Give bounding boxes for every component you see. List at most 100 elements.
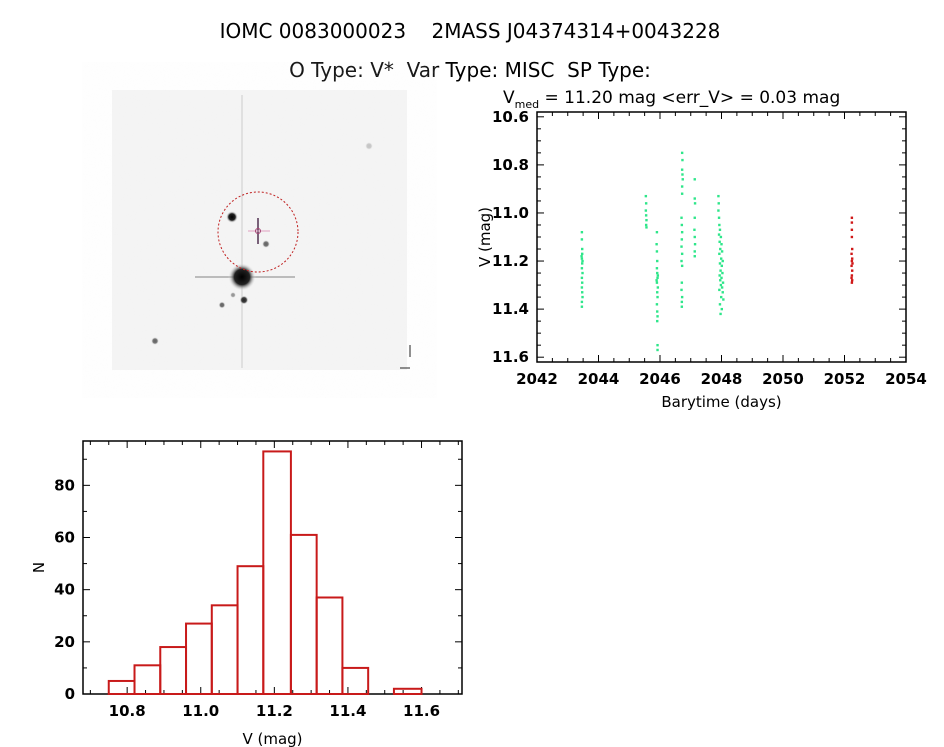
x-tick-label: 2046 [639, 370, 681, 388]
data-point [580, 255, 583, 258]
data-point [680, 238, 684, 241]
data-point [580, 238, 584, 241]
data-point [680, 216, 683, 219]
data-point [693, 255, 696, 258]
data-point [681, 173, 684, 176]
data-point [720, 250, 724, 253]
data-point [655, 303, 659, 306]
data-point [720, 264, 724, 268]
data-point [680, 264, 684, 268]
data-point [850, 235, 854, 239]
data-point [719, 235, 723, 239]
x-tick-label: 2042 [516, 370, 558, 388]
data-point [581, 281, 584, 284]
data-point [718, 223, 721, 227]
data-point [656, 291, 659, 294]
data-point [644, 214, 648, 217]
data-point [656, 315, 659, 318]
y-axis-label: N [30, 562, 48, 573]
data-point [721, 281, 725, 284]
histogram-bar [341, 666, 370, 696]
data-point [580, 305, 584, 308]
data-point [680, 281, 684, 284]
data-point [720, 286, 724, 289]
y-tick-label: 11.0 [492, 204, 529, 222]
data-point [655, 281, 659, 284]
search-circle [217, 191, 299, 273]
histogram-bar [133, 664, 162, 695]
data-point [580, 300, 584, 304]
data-point [644, 194, 648, 198]
x-tick-label: 2054 [885, 370, 927, 388]
data-point [850, 281, 854, 284]
data-point [581, 252, 584, 256]
data-point [644, 209, 648, 212]
y-tick-label: 40 [54, 581, 75, 599]
data-point [680, 305, 684, 308]
y-tick-label: 11.6 [492, 348, 529, 366]
x-tick-label: 2048 [701, 370, 743, 388]
data-point [656, 348, 659, 352]
data-point [693, 197, 696, 200]
data-point [718, 303, 722, 306]
data-point [850, 216, 854, 219]
data-point [680, 295, 684, 299]
histogram-bar [392, 687, 423, 696]
histogram-bar [159, 646, 188, 696]
title-stats: = 11.20 mag <err_V> = 0.03 mag [539, 88, 840, 108]
data-point [680, 288, 683, 292]
data-point [655, 243, 658, 246]
data-point [580, 257, 584, 260]
y-tick-label: 10.6 [492, 108, 529, 126]
data-point [680, 252, 684, 256]
data-point [680, 192, 684, 195]
data-point [681, 158, 684, 162]
data-point [693, 243, 697, 246]
data-point [680, 185, 684, 188]
data-point [645, 226, 648, 229]
data-point [693, 202, 697, 205]
data-point [721, 291, 724, 294]
data-point [580, 286, 584, 289]
data-point [850, 228, 854, 231]
x-tick-label: 10.8 [109, 702, 146, 720]
data-point [681, 178, 684, 181]
data-point [850, 259, 854, 263]
data-point [719, 283, 723, 287]
histogram-bar [210, 604, 239, 695]
light-curve-title: Vmed = 11.20 mag <err_V> = 0.03 mag [503, 88, 840, 111]
data-point [719, 247, 722, 251]
histogram-bar [107, 679, 136, 695]
data-point [680, 300, 684, 304]
data-point [719, 295, 723, 299]
x-tick-label: 2052 [824, 370, 866, 388]
data-point [644, 202, 648, 205]
histogram-plot: 10.8 11.0 11.2 11.4 11.6 0 20 40 60 80 V (mag) N [30, 440, 463, 747]
data-point [693, 235, 696, 239]
data-point [850, 274, 854, 277]
data-point [719, 279, 722, 282]
data-point [718, 240, 721, 244]
data-point [645, 218, 648, 222]
figure-title: IOMC 0083000023 2MASS J04374314+0043228 [220, 19, 721, 43]
data-point [718, 252, 721, 256]
data-point [656, 276, 659, 280]
title-subscript: med [515, 98, 539, 111]
data-point [850, 252, 853, 256]
x-tick-label: 11.0 [182, 702, 219, 720]
data-point [580, 230, 584, 234]
histogram-bar [185, 622, 213, 696]
data-point [693, 178, 696, 181]
y-tick-label: 60 [54, 529, 75, 547]
x-tick-label: 2050 [762, 370, 804, 388]
data-point [717, 209, 720, 212]
x-axis-label: Barytime (days) [661, 393, 781, 411]
data-point [720, 276, 723, 280]
light-curve-plot: 2042 2044 2046 2048 2050 2052 2054 10.6 10.8 11.0… [476, 88, 927, 411]
data-point [581, 259, 584, 263]
data-point [722, 298, 725, 301]
data-point [680, 259, 683, 263]
data-point [656, 343, 659, 347]
data-point [693, 216, 696, 219]
